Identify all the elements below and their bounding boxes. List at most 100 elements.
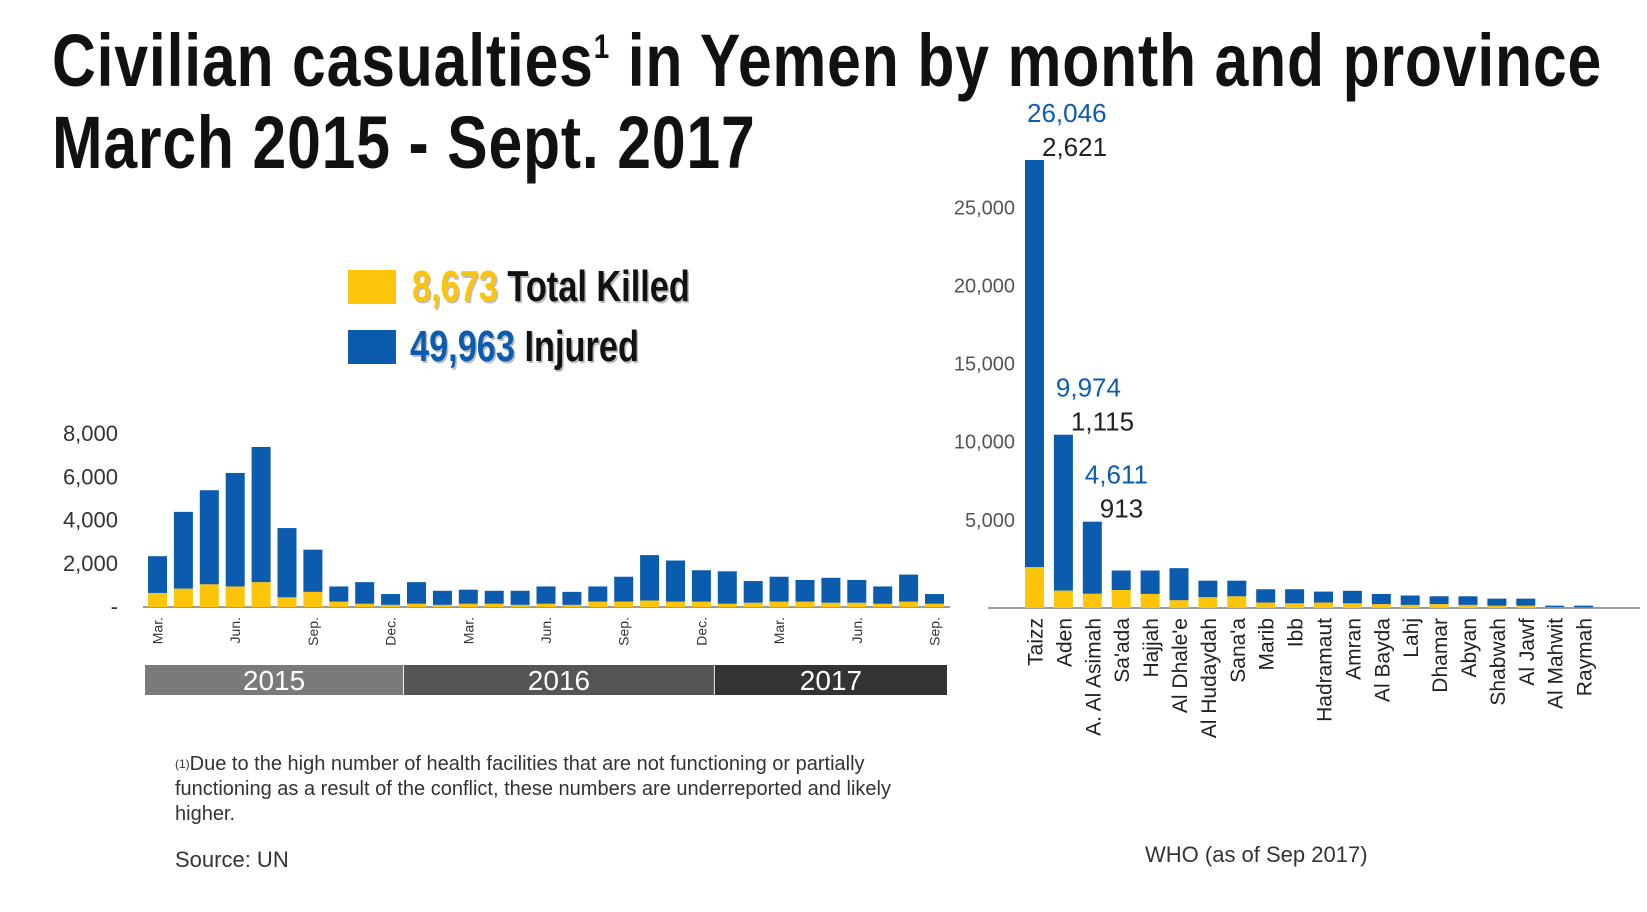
prov-bar-injured: [1053, 434, 1073, 591]
prov-x-tick-14: Dhamar: [1429, 618, 1452, 693]
prov-x-tick-13: Lahj: [1400, 618, 1423, 658]
prov-label-injured-0: 26,046: [1027, 98, 1107, 128]
prov-bar-injured: [1025, 160, 1044, 568]
month-bar-injured: [769, 576, 789, 602]
month-bar-injured: [458, 589, 478, 604]
prov-label-injured-1: 9,974: [1056, 373, 1121, 403]
prov-bar-killed: [1053, 590, 1073, 608]
prov-bar-killed: [1545, 607, 1565, 608]
month-bar-killed: [691, 601, 711, 607]
month-bar-injured: [251, 446, 271, 583]
month-bar-injured: [691, 570, 711, 602]
month-bar-killed: [225, 586, 245, 607]
prov-bar-injured: [1314, 591, 1333, 603]
prov-bar-killed: [1516, 605, 1536, 608]
month-bar-killed: [199, 584, 219, 607]
month-bar-injured: [536, 586, 556, 604]
month-bar-killed: [173, 588, 193, 607]
prov-x-tick-16: Shabwah: [1487, 618, 1510, 706]
month-x-tick-7: Dec.: [693, 617, 709, 646]
year-band-2016: [404, 665, 714, 695]
month-bar-injured: [666, 560, 685, 602]
title-footnote-mark: 1: [593, 28, 611, 66]
month-bar-killed: [329, 601, 349, 607]
month-x-tick-3: Dec.: [383, 617, 399, 646]
month-bar-killed: [381, 604, 401, 607]
month-bar-killed: [148, 592, 167, 607]
prov-x-tick-1: Aden: [1053, 618, 1076, 667]
prov-bar-injured: [1516, 598, 1536, 606]
year-label-2016: 2016: [528, 665, 590, 696]
prov-x-tick-11: Amran: [1342, 618, 1365, 680]
month-bar-injured: [355, 582, 375, 604]
prov-bar-killed: [1487, 605, 1507, 608]
prov-bar-injured: [1140, 570, 1160, 594]
prov-bar-killed: [1169, 600, 1189, 608]
month-bar-injured: [588, 586, 608, 602]
prov-x-tick-9: Ibb: [1285, 618, 1308, 647]
prov-x-tick-12: Al Bayda: [1371, 618, 1394, 702]
year-label-2015: 2015: [243, 665, 305, 696]
prov-bar-injured: [1111, 570, 1131, 591]
month-bar-injured: [484, 590, 504, 604]
month-bar-injured: [873, 586, 893, 604]
month-bar-killed: [251, 582, 271, 607]
month-x-tick-9: Jun.: [849, 617, 865, 643]
source-left: Source: UN: [175, 847, 289, 872]
prov-bar-killed: [1111, 590, 1131, 608]
month-x-tick-10: Sep.: [927, 617, 943, 646]
prov-bar-killed: [1082, 593, 1102, 608]
legend-injured: 49,963 Injured: [410, 322, 639, 372]
prov-bar-injured: [1429, 596, 1449, 605]
footnote: (1)Due to the high number of health faci…: [175, 752, 945, 827]
month-bar-injured: [717, 571, 737, 604]
prov-label-killed-2: 913: [1100, 494, 1143, 524]
title-main: Civilian casualties: [52, 19, 594, 102]
prov-bar-killed: [1140, 593, 1160, 608]
prov-x-tick-8: Marib: [1256, 618, 1279, 671]
prov-x-tick-0: Taizz: [1025, 618, 1048, 666]
month-bar-injured: [148, 556, 167, 593]
month-bar-injured: [407, 582, 426, 604]
month-bar-killed: [821, 602, 841, 607]
prov-x-tick-15: Abyan: [1458, 618, 1481, 678]
month-bar-injured: [847, 579, 867, 603]
prov-label-injured-2: 4,611: [1085, 460, 1148, 490]
month-bar-killed: [484, 603, 504, 607]
prov-x-tick-6: Al Hudaydah: [1198, 618, 1221, 738]
prov-x-tick-19: Raymah: [1574, 618, 1597, 696]
month-x-tick-8: Mar.: [771, 617, 787, 644]
month-y-tick-4: 8,000: [63, 421, 118, 446]
month-x-tick-6: Sep.: [616, 617, 632, 646]
month-bar-killed: [536, 603, 556, 607]
prov-bar-killed: [1025, 567, 1044, 608]
prov-bar-injured: [1487, 598, 1507, 606]
month-x-tick-5: Jun.: [538, 617, 554, 643]
prov-bar-killed: [1198, 597, 1218, 608]
month-x-tick-2: Sep.: [305, 617, 321, 646]
year-label-2017: 2017: [800, 665, 862, 696]
month-x-tick-1: Jun.: [227, 617, 243, 643]
month-bar-injured: [614, 576, 634, 602]
month-bar-injured: [329, 586, 349, 602]
month-bar-injured: [925, 594, 944, 604]
legend-swatch-injured: [348, 330, 396, 364]
month-bar-killed: [795, 601, 815, 607]
month-bar-killed: [640, 600, 660, 607]
month-x-tick-0: Mar.: [150, 617, 166, 644]
prov-y-tick-1: 10,000: [954, 432, 1015, 454]
prov-bar-killed: [1429, 604, 1449, 608]
month-bar-injured: [303, 549, 323, 592]
month-bar-injured: [510, 590, 530, 605]
month-bar-killed: [407, 603, 426, 607]
prov-bar-injured: [1227, 580, 1247, 597]
prov-x-tick-5: Al Dhale'e: [1169, 618, 1192, 713]
prov-bar-injured: [1371, 593, 1391, 605]
month-bar-killed: [355, 603, 375, 607]
month-bar-injured: [173, 511, 193, 589]
prov-bar-killed: [1400, 604, 1420, 608]
prov-bar-killed: [1227, 596, 1247, 608]
month-bar-injured: [899, 574, 919, 602]
prov-bar-injured: [1545, 605, 1565, 608]
